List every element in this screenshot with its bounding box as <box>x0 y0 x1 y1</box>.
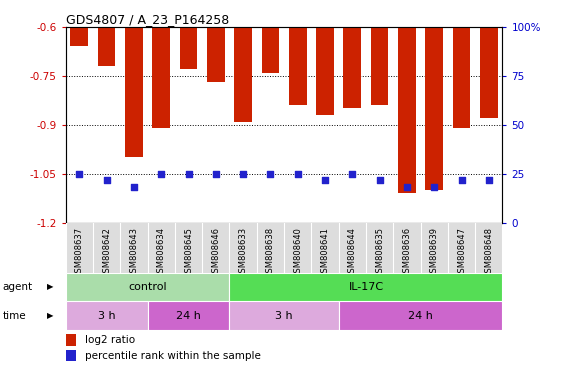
Bar <box>66 301 147 330</box>
Point <box>239 170 248 177</box>
Bar <box>230 301 339 330</box>
Text: log2 ratio: log2 ratio <box>85 335 135 345</box>
Point <box>75 170 84 177</box>
Point <box>102 177 111 183</box>
Point <box>375 177 384 183</box>
Text: 3 h: 3 h <box>98 311 115 321</box>
Bar <box>152 27 170 128</box>
Bar <box>234 27 252 121</box>
Point <box>130 184 139 190</box>
Point <box>403 184 412 190</box>
Bar <box>339 301 502 330</box>
Point <box>348 170 357 177</box>
Bar <box>425 27 443 190</box>
Text: GSM808646: GSM808646 <box>211 227 220 278</box>
Text: IL-17C: IL-17C <box>348 282 384 292</box>
Text: percentile rank within the sample: percentile rank within the sample <box>85 351 261 361</box>
Text: GDS4807 / A_23_P164258: GDS4807 / A_23_P164258 <box>66 13 229 26</box>
Point <box>457 177 466 183</box>
Bar <box>180 27 198 70</box>
Point <box>429 184 439 190</box>
Text: GSM808645: GSM808645 <box>184 227 193 278</box>
Text: time: time <box>3 311 26 321</box>
Point <box>320 177 329 183</box>
Bar <box>147 301 230 330</box>
Bar <box>70 27 88 46</box>
Bar <box>207 27 225 83</box>
Text: GSM808647: GSM808647 <box>457 227 466 278</box>
Text: GSM808644: GSM808644 <box>348 227 357 278</box>
Bar <box>262 27 279 73</box>
Bar <box>398 27 416 194</box>
Bar <box>316 27 334 115</box>
Bar <box>98 27 115 66</box>
Text: GSM808636: GSM808636 <box>403 227 412 278</box>
Point <box>484 177 493 183</box>
Text: 24 h: 24 h <box>408 311 433 321</box>
Bar <box>125 27 143 157</box>
Point <box>293 170 302 177</box>
Bar <box>480 27 498 118</box>
Point <box>211 170 220 177</box>
Text: ▶: ▶ <box>47 311 53 320</box>
Bar <box>453 27 471 128</box>
Text: ▶: ▶ <box>47 282 53 291</box>
Text: GSM808640: GSM808640 <box>293 227 302 278</box>
Text: GSM808635: GSM808635 <box>375 227 384 278</box>
Text: GSM808638: GSM808638 <box>266 227 275 278</box>
Text: GSM808637: GSM808637 <box>75 227 84 278</box>
Bar <box>343 27 361 108</box>
Text: GSM808634: GSM808634 <box>156 227 166 278</box>
Text: GSM808642: GSM808642 <box>102 227 111 278</box>
Text: GSM808648: GSM808648 <box>484 227 493 278</box>
Point <box>184 170 193 177</box>
Text: agent: agent <box>3 282 33 292</box>
Text: control: control <box>128 282 167 292</box>
Point <box>156 170 166 177</box>
Text: 24 h: 24 h <box>176 311 201 321</box>
Text: GSM808643: GSM808643 <box>130 227 138 278</box>
Text: 3 h: 3 h <box>275 311 293 321</box>
Bar <box>289 27 307 105</box>
Bar <box>371 27 388 105</box>
Point <box>266 170 275 177</box>
Bar <box>66 273 230 301</box>
Bar <box>66 334 76 346</box>
Text: GSM808633: GSM808633 <box>239 227 248 278</box>
Text: GSM808641: GSM808641 <box>320 227 329 278</box>
Text: GSM808639: GSM808639 <box>430 227 439 278</box>
Bar <box>66 350 76 361</box>
Bar <box>230 273 502 301</box>
